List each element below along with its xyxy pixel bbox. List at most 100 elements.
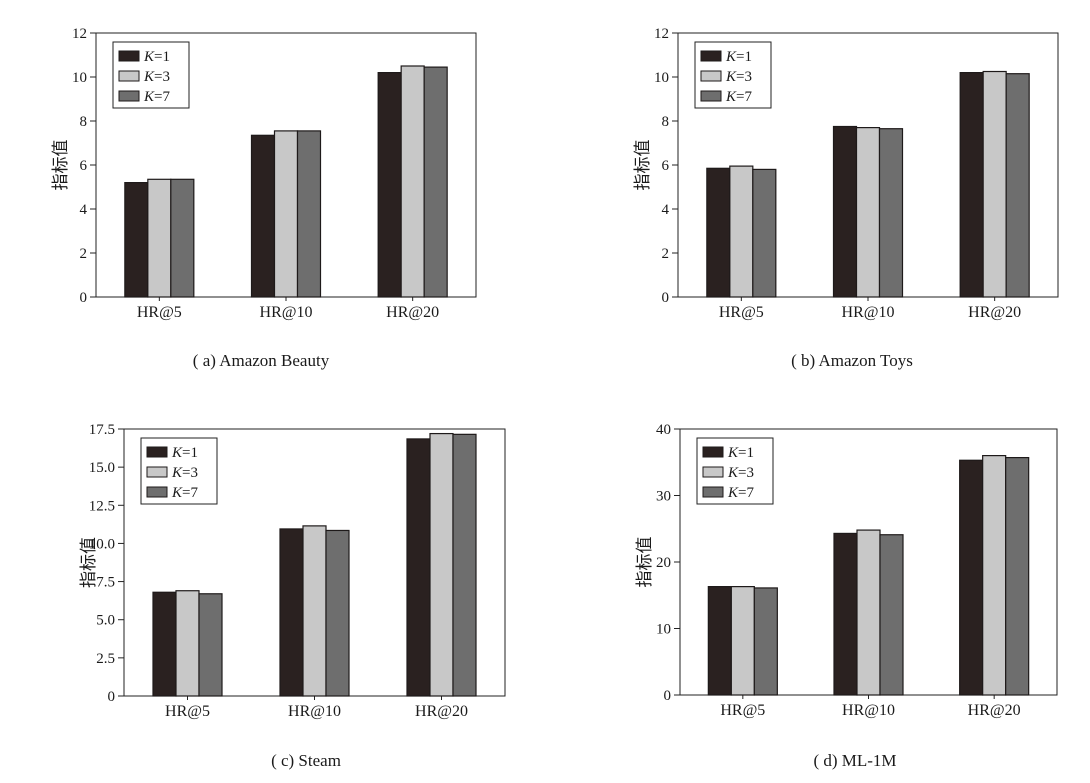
y-tick-label: 10 bbox=[72, 70, 87, 86]
y-tick-label: 20 bbox=[656, 555, 671, 571]
bar bbox=[302, 525, 327, 697]
legend-swatch bbox=[146, 466, 168, 478]
y-tick-label: 8 bbox=[80, 114, 88, 130]
bar bbox=[855, 126, 881, 298]
bar bbox=[400, 65, 425, 298]
legend-swatch bbox=[118, 90, 140, 102]
y-tick-label: 8 bbox=[662, 114, 670, 130]
legend-swatch bbox=[146, 446, 168, 458]
bar bbox=[1005, 456, 1030, 696]
chart-panel-4: 0 10 20 30 40 指标值 HR@5 HR@10 HR@20 K=1 K=3 K=7 ( d) … bbox=[635, 422, 1058, 770]
y-axis-label: 指标值 bbox=[633, 140, 653, 191]
bar bbox=[706, 167, 731, 298]
bar bbox=[124, 182, 149, 298]
y-tick-label: 0 bbox=[80, 290, 88, 306]
y-tick-label: 6 bbox=[662, 158, 670, 174]
bar bbox=[959, 71, 984, 298]
bar bbox=[878, 128, 904, 298]
x-tick-label: HR@20 bbox=[968, 304, 1021, 321]
bar bbox=[982, 455, 1007, 696]
bar bbox=[273, 130, 299, 298]
legend-label: K=7 bbox=[171, 485, 198, 501]
y-tick-label: 6 bbox=[80, 158, 88, 174]
legend-label: K=3 bbox=[171, 465, 198, 481]
y-tick-label: 0 bbox=[662, 290, 670, 306]
y-tick-label: 4 bbox=[662, 202, 670, 218]
x-tick-label: HR@10 bbox=[288, 703, 341, 720]
bar bbox=[730, 586, 755, 696]
x-tick-label: HR@10 bbox=[842, 304, 895, 321]
legend-swatch bbox=[702, 486, 724, 498]
bar bbox=[729, 165, 754, 298]
x-tick-label: HR@20 bbox=[415, 703, 468, 720]
x-tick-label: HR@5 bbox=[137, 304, 182, 321]
bar bbox=[982, 70, 1007, 298]
legend-label: K=3 bbox=[143, 69, 170, 85]
y-tick-label: 12 bbox=[72, 26, 87, 42]
x-tick-label: HR@10 bbox=[260, 304, 313, 321]
bar bbox=[752, 168, 777, 298]
bar bbox=[250, 134, 276, 298]
bar bbox=[707, 586, 732, 696]
legend-label: K=7 bbox=[143, 89, 170, 105]
chart-panel-2: 0 2 4 6 8 10 12 指标值 HR@5 HR@10 HR@20 K=1 K=3 K=7 ( b) … bbox=[633, 26, 1059, 370]
chart-caption: ( d) ML-1M bbox=[813, 751, 896, 770]
y-tick-label: 2 bbox=[80, 246, 88, 262]
bar bbox=[406, 438, 431, 697]
y-tick-label: 0 bbox=[108, 689, 116, 705]
bar bbox=[833, 532, 858, 696]
y-tick-label: 17.5 bbox=[89, 422, 115, 438]
x-tick-label: HR@5 bbox=[720, 702, 765, 719]
legend-label: K=1 bbox=[171, 445, 198, 461]
y-tick-label: 10 bbox=[656, 622, 671, 638]
bar bbox=[198, 593, 223, 697]
bar bbox=[856, 529, 881, 696]
legend-swatch bbox=[700, 50, 722, 62]
chart-caption: ( a) Amazon Beauty bbox=[193, 351, 330, 370]
legend-swatch bbox=[702, 466, 724, 478]
bar bbox=[429, 432, 454, 697]
y-tick-label: 7.5 bbox=[96, 575, 115, 591]
bar bbox=[147, 178, 172, 298]
legend-label: K=7 bbox=[725, 89, 752, 105]
x-tick-label: HR@10 bbox=[842, 702, 895, 719]
bar bbox=[879, 534, 904, 696]
y-tick-label: 2.5 bbox=[96, 651, 115, 667]
x-tick-label: HR@20 bbox=[386, 304, 439, 321]
y-tick-label: 12 bbox=[654, 26, 669, 42]
y-axis-label: 指标值 bbox=[635, 537, 655, 588]
y-tick-label: 10 bbox=[654, 70, 669, 86]
bar bbox=[279, 528, 304, 697]
bar bbox=[1005, 73, 1030, 298]
y-tick-label: 12.5 bbox=[89, 498, 115, 514]
bar bbox=[325, 529, 350, 697]
bar bbox=[452, 433, 477, 697]
legend-label: K=1 bbox=[727, 445, 754, 461]
bar bbox=[170, 178, 195, 298]
legend-swatch bbox=[118, 50, 140, 62]
y-axis-label: 指标值 bbox=[79, 537, 99, 588]
x-tick-label: HR@5 bbox=[165, 703, 210, 720]
legend-label: K=3 bbox=[725, 69, 752, 85]
legend-swatch bbox=[702, 446, 724, 458]
y-tick-label: 4 bbox=[80, 202, 88, 218]
y-tick-label: 10.0 bbox=[89, 536, 115, 552]
x-tick-label: HR@5 bbox=[719, 304, 764, 321]
chart-caption: ( b) Amazon Toys bbox=[791, 351, 913, 370]
bar bbox=[152, 591, 177, 697]
bar bbox=[377, 71, 402, 298]
legend-label: K=3 bbox=[727, 465, 754, 481]
bar bbox=[296, 130, 322, 298]
legend-swatch bbox=[700, 70, 722, 82]
chart-panel-3: 0 2.5 5.0 7.5 10.0 12.5 15.0 17.5 指标值 HR@5 HR@10 HR… bbox=[79, 422, 506, 770]
x-tick-label: HR@20 bbox=[968, 702, 1021, 719]
y-tick-label: 30 bbox=[656, 489, 671, 505]
y-tick-label: 15.0 bbox=[89, 460, 115, 476]
legend-label: K=7 bbox=[727, 485, 754, 501]
bar bbox=[959, 459, 984, 696]
bar bbox=[832, 125, 858, 298]
legend-swatch bbox=[146, 486, 168, 498]
legend-swatch bbox=[700, 90, 722, 102]
bar bbox=[753, 587, 778, 696]
